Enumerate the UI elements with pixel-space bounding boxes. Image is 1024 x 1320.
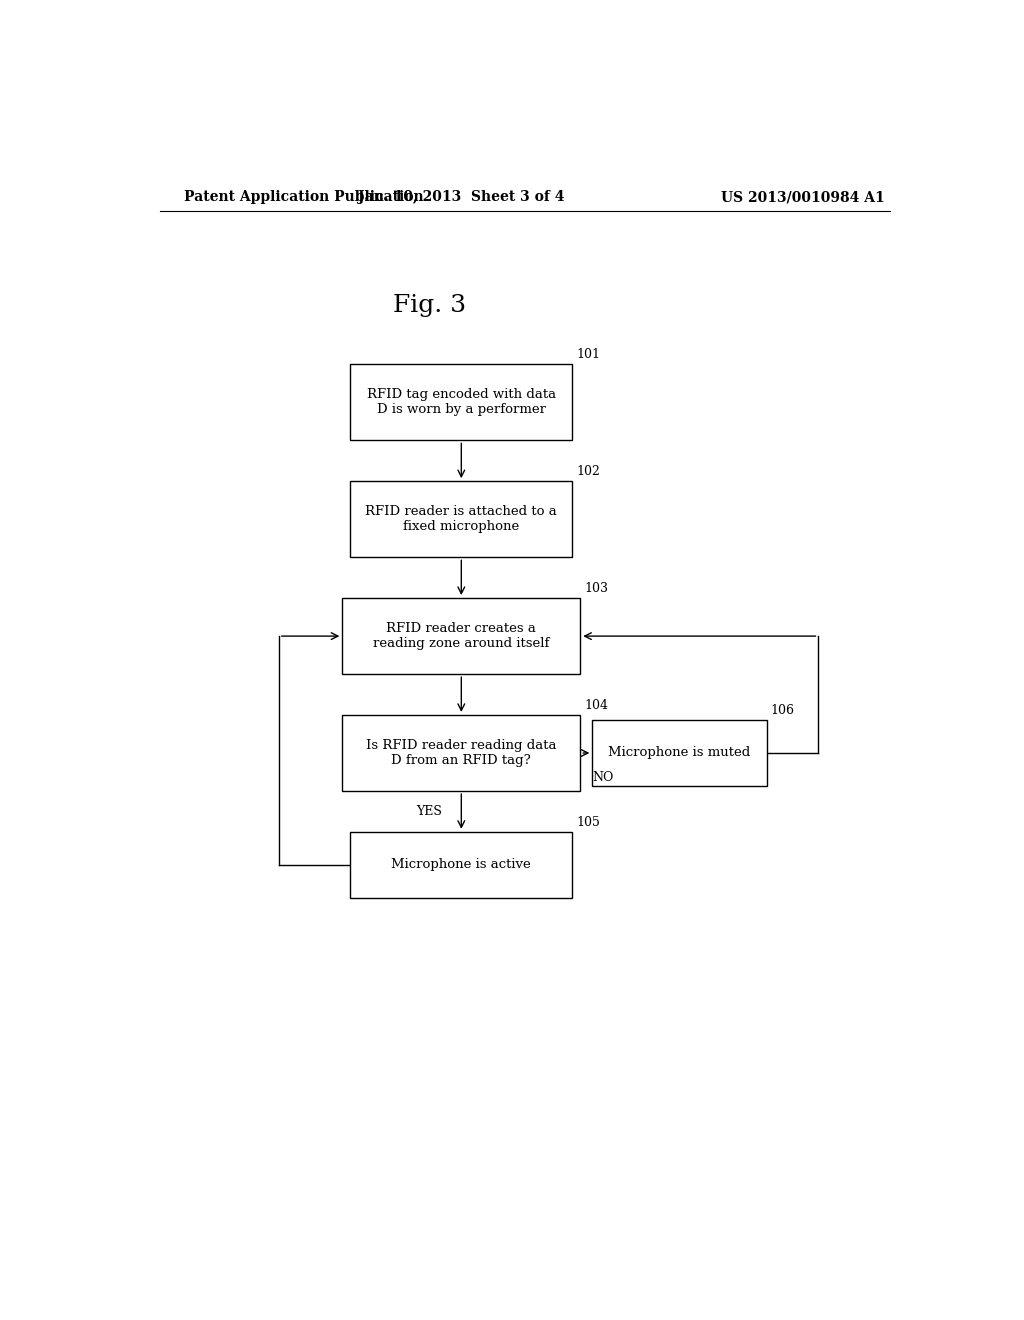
FancyBboxPatch shape	[342, 715, 581, 791]
Text: Is RFID reader reading data
D from an RFID tag?: Is RFID reader reading data D from an RF…	[366, 739, 557, 767]
Text: 102: 102	[577, 465, 600, 478]
FancyBboxPatch shape	[350, 480, 572, 557]
Text: Jan. 10, 2013  Sheet 3 of 4: Jan. 10, 2013 Sheet 3 of 4	[358, 190, 564, 205]
Text: RFID reader creates a
reading zone around itself: RFID reader creates a reading zone aroun…	[373, 622, 550, 651]
FancyBboxPatch shape	[350, 832, 572, 898]
Text: RFID reader is attached to a
fixed microphone: RFID reader is attached to a fixed micro…	[366, 506, 557, 533]
Text: 105: 105	[577, 816, 600, 829]
Text: NO: NO	[592, 771, 613, 784]
Text: US 2013/0010984 A1: US 2013/0010984 A1	[721, 190, 885, 205]
Text: RFID tag encoded with data
D is worn by a performer: RFID tag encoded with data D is worn by …	[367, 388, 556, 416]
Text: YES: YES	[417, 805, 442, 818]
FancyBboxPatch shape	[592, 719, 767, 785]
Text: 104: 104	[585, 698, 608, 711]
Text: Fig. 3: Fig. 3	[393, 294, 466, 317]
Text: 101: 101	[577, 348, 600, 362]
Text: Microphone is active: Microphone is active	[391, 858, 531, 871]
Text: 103: 103	[585, 582, 608, 595]
Text: Microphone is muted: Microphone is muted	[608, 747, 751, 759]
FancyBboxPatch shape	[342, 598, 581, 675]
Text: 106: 106	[771, 704, 795, 717]
Text: Patent Application Publication: Patent Application Publication	[183, 190, 423, 205]
FancyBboxPatch shape	[350, 364, 572, 441]
